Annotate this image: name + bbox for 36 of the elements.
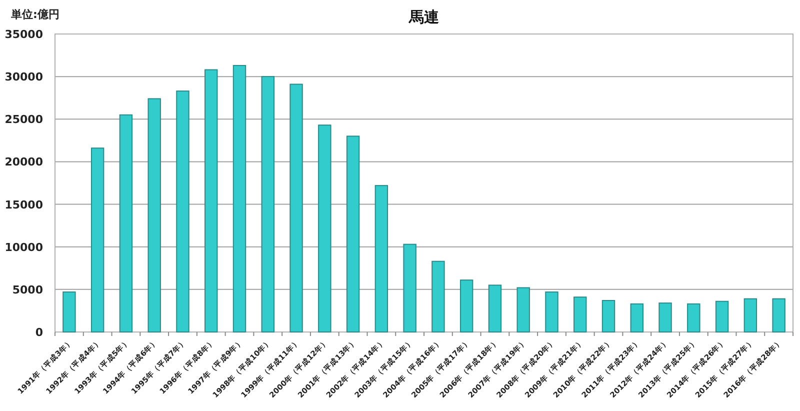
bar [772, 298, 786, 332]
y-tick-label: 0 [35, 326, 44, 339]
y-tick-label: 5000 [12, 283, 44, 296]
text: 単位:億円 [10, 8, 60, 21]
bar [119, 114, 133, 332]
bar [658, 302, 672, 332]
bar [460, 280, 474, 332]
bar [62, 291, 76, 332]
y-tick-label: 35000 [4, 28, 44, 41]
bar [488, 284, 502, 332]
bar [232, 65, 246, 332]
y-tick-label: 30000 [4, 70, 44, 84]
bar [602, 300, 616, 332]
bar [516, 287, 530, 332]
bar [744, 298, 758, 332]
bar [290, 84, 303, 332]
bar [90, 148, 104, 332]
bar [715, 300, 729, 332]
bar [574, 296, 587, 332]
bar [318, 124, 332, 332]
chart-title: 馬連 [408, 8, 440, 26]
bar [687, 303, 700, 332]
y-tick-label: 20000 [4, 156, 44, 169]
bar [148, 98, 161, 332]
y-tick-label: 10000 [4, 240, 44, 254]
bar [403, 244, 416, 332]
bar [346, 136, 360, 332]
bar [432, 260, 445, 332]
bar [374, 185, 388, 332]
bar [545, 291, 558, 332]
y-tick-label: 15000 [4, 198, 44, 212]
bar [204, 69, 218, 332]
bar [176, 90, 190, 332]
bar [630, 303, 644, 332]
y-tick-label: 25000 [4, 113, 44, 126]
bar [261, 76, 274, 332]
